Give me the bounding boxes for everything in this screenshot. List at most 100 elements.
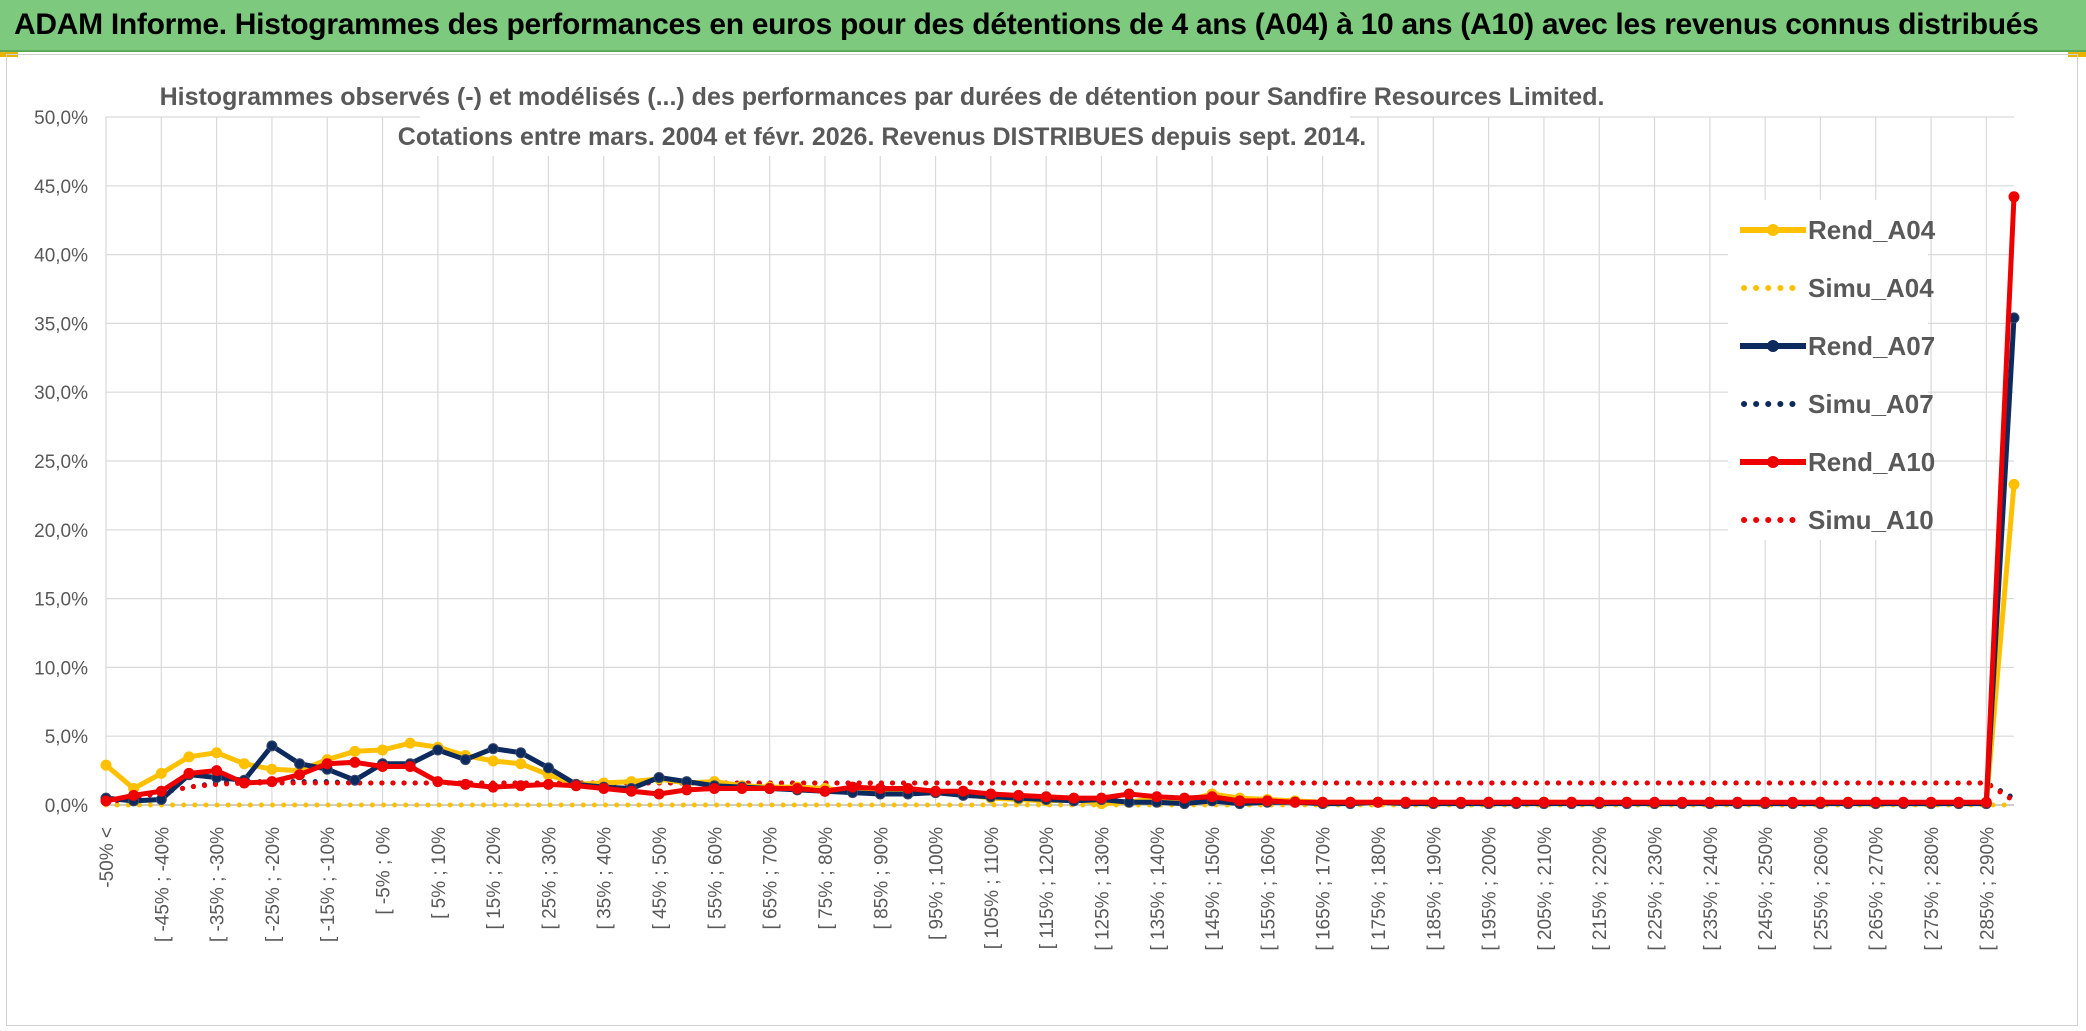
x-tick-label: [ 75% ; 80%	[816, 827, 837, 930]
data-point	[377, 744, 389, 756]
y-tick-label: 35,0%	[34, 314, 88, 335]
y-tick-label: 15,0%	[34, 590, 88, 611]
data-point	[294, 758, 306, 770]
x-tick-label: [ 235% ; 240%	[1701, 827, 1722, 951]
data-point	[1040, 791, 1052, 803]
data-point	[183, 767, 195, 779]
data-point	[1897, 796, 1909, 808]
legend-item: Rend_A04	[1740, 215, 1936, 245]
x-tick-label: [ 65% ; 70%	[761, 827, 782, 930]
x-tick-label: [ 205% ; 210%	[1535, 827, 1556, 951]
data-point	[1649, 796, 1661, 808]
data-point	[570, 780, 582, 792]
x-tick-label: [ -45% ; -40%	[152, 827, 173, 942]
data-point	[404, 760, 416, 772]
x-tick-label: [ 15% ; 20%	[484, 827, 505, 930]
data-point	[653, 771, 665, 783]
data-point	[377, 760, 389, 772]
data-point	[985, 788, 997, 800]
x-tick-label: [ 185% ; 190%	[1424, 827, 1445, 951]
data-point	[2008, 478, 2020, 490]
data-point	[487, 755, 499, 767]
data-point	[100, 759, 112, 771]
data-point	[2008, 191, 2020, 203]
data-point	[459, 778, 471, 790]
report-banner: ADAM Informe. Histogrammes des performan…	[0, 0, 2086, 52]
data-point	[1593, 796, 1605, 808]
legend-label: Rend_A07	[1808, 331, 1935, 361]
data-point	[487, 781, 499, 793]
x-tick-label: [ -5% ; 0%	[374, 827, 395, 915]
x-tick-label: [ 215% ; 220%	[1590, 827, 1611, 951]
data-point	[155, 767, 167, 779]
x-tick-label: [ 275% ; 280%	[1922, 827, 1943, 951]
data-point	[1455, 796, 1467, 808]
data-point	[515, 747, 527, 759]
data-point	[902, 782, 914, 794]
legend-marker	[1767, 456, 1779, 468]
x-tick-label: [ 145% ; 150%	[1203, 827, 1224, 951]
data-point	[100, 795, 112, 807]
data-point	[1151, 791, 1163, 803]
x-tick-label: [ 155% ; 160%	[1258, 827, 1279, 951]
x-tick-label: [ 45% ; 50%	[650, 827, 671, 930]
legend-label: Simu_A10	[1808, 505, 1934, 535]
y-tick-label: 25,0%	[34, 452, 88, 473]
data-point	[266, 776, 278, 788]
data-point	[432, 776, 444, 788]
data-point	[349, 774, 361, 786]
data-point	[1123, 788, 1135, 800]
data-point	[404, 737, 416, 749]
data-point	[791, 782, 803, 794]
data-point	[1206, 791, 1218, 803]
x-tick-label: [ 135% ; 140%	[1148, 827, 1169, 951]
legend-item: Simu_A07	[1741, 389, 1934, 419]
data-point	[459, 754, 471, 766]
data-point	[1842, 796, 1854, 808]
series-simu-a10	[103, 780, 2017, 805]
chart-title: Histogrammes observés (-) et modélisés (…	[160, 83, 1605, 111]
data-point	[542, 778, 554, 790]
legend-marker	[1767, 224, 1779, 236]
data-point	[1344, 796, 1356, 808]
data-point	[1372, 796, 1384, 808]
data-point	[1759, 796, 1771, 808]
legend-background	[1728, 200, 1928, 540]
legend-marker	[1767, 340, 1779, 352]
legend-item: Simu_A10	[1741, 505, 1934, 535]
x-tick-label: [ 95% ; 100%	[927, 827, 948, 940]
data-point	[1676, 796, 1688, 808]
data-point	[1953, 796, 1965, 808]
legend-label: Rend_A04	[1808, 215, 1936, 245]
series-line	[105, 196, 2017, 805]
data-point	[874, 782, 886, 794]
data-point	[681, 784, 693, 796]
data-point	[708, 782, 720, 794]
y-tick-label: 20,0%	[34, 521, 88, 542]
data-point	[1068, 792, 1080, 804]
x-tick-label: [ 25% ; 30%	[539, 827, 560, 930]
data-point	[819, 785, 831, 797]
x-tick-label: [ 55% ; 60%	[705, 827, 726, 930]
y-tick-label: 45,0%	[34, 177, 88, 198]
legend-label: Simu_A04	[1808, 273, 1934, 303]
data-point	[930, 785, 942, 797]
y-tick-label: 30,0%	[34, 383, 88, 404]
data-point	[1095, 792, 1107, 804]
x-tick-label: [ 125% ; 130%	[1092, 827, 1113, 951]
data-point	[764, 782, 776, 794]
x-tick-label: [ 35% ; 40%	[595, 827, 616, 930]
title-background	[420, 116, 1350, 156]
data-point	[847, 781, 859, 793]
data-point	[1400, 796, 1412, 808]
y-tick-label: 10,0%	[34, 658, 88, 679]
chart-subtitle: Cotations entre mars. 2004 et févr. 2026…	[398, 123, 1366, 151]
x-tick-label: [ 175% ; 180%	[1369, 827, 1390, 951]
x-tick-label: [ 255% ; 260%	[1811, 827, 1832, 951]
legend-item: Rend_A10	[1740, 447, 1935, 477]
x-tick-label: [ 105% ; 110%	[982, 827, 1003, 949]
series-line	[105, 317, 2017, 807]
data-point	[1483, 796, 1495, 808]
series-rend-a10	[100, 191, 2020, 808]
data-point	[211, 765, 223, 777]
